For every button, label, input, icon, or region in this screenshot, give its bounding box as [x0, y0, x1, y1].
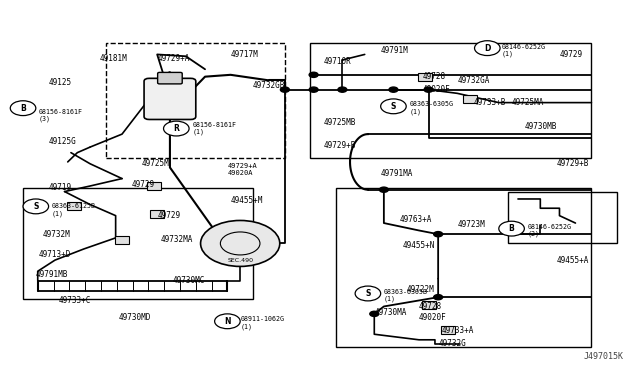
Circle shape	[355, 286, 381, 301]
Text: 49732MA: 49732MA	[161, 235, 193, 244]
Text: 49020F: 49020F	[422, 85, 450, 94]
Circle shape	[389, 87, 398, 92]
Circle shape	[474, 41, 500, 55]
Text: 08363-6305G
(1): 08363-6305G (1)	[410, 102, 453, 115]
Text: 49455+A: 49455+A	[556, 256, 589, 264]
Text: 49730MB: 49730MB	[524, 122, 557, 131]
Text: 49729+A: 49729+A	[157, 54, 189, 62]
Text: S: S	[391, 102, 396, 111]
Text: D: D	[484, 44, 490, 52]
Text: 08146-6252G
(1): 08146-6252G (1)	[502, 44, 546, 58]
Circle shape	[10, 101, 36, 116]
Text: 49729+B: 49729+B	[323, 141, 356, 150]
Text: 49763+A: 49763+A	[400, 215, 432, 224]
Circle shape	[309, 87, 318, 92]
Text: 49125: 49125	[49, 78, 72, 87]
Text: S: S	[33, 202, 38, 211]
Text: 49791M: 49791M	[381, 46, 408, 55]
Text: S: S	[365, 289, 371, 298]
Bar	[147, 182, 161, 190]
Text: 49730MA: 49730MA	[374, 308, 406, 317]
Text: J497015K: J497015K	[583, 352, 623, 361]
Circle shape	[434, 295, 443, 300]
Text: 49728: 49728	[422, 72, 445, 81]
Text: 49710R: 49710R	[323, 57, 351, 66]
FancyBboxPatch shape	[144, 78, 196, 119]
Circle shape	[380, 187, 388, 192]
Circle shape	[214, 314, 240, 329]
Text: 49020F: 49020F	[419, 313, 447, 322]
Bar	[441, 326, 455, 334]
Text: 49733+B: 49733+B	[473, 98, 506, 107]
Bar	[115, 235, 129, 244]
Text: 49455+M: 49455+M	[230, 196, 263, 205]
Text: R: R	[173, 124, 179, 133]
Text: B: B	[509, 224, 515, 233]
Text: 49732M: 49732M	[42, 230, 70, 239]
Text: 49791MB: 49791MB	[36, 270, 68, 279]
Text: 49729: 49729	[559, 50, 582, 59]
Circle shape	[381, 99, 406, 114]
Circle shape	[23, 199, 49, 214]
Text: 49732GA: 49732GA	[458, 76, 490, 85]
Text: 49717M: 49717M	[230, 50, 259, 59]
Circle shape	[424, 87, 433, 92]
Text: 49730MC: 49730MC	[173, 276, 205, 285]
Text: 49181M: 49181M	[100, 54, 127, 62]
Text: 08156-8161F
(1): 08156-8161F (1)	[192, 122, 236, 135]
Text: 49732GB: 49732GB	[253, 81, 285, 90]
Text: 49730MD: 49730MD	[119, 313, 151, 322]
Text: 08156-8161F
(3): 08156-8161F (3)	[39, 109, 83, 122]
Text: 08146-6252G
(2): 08146-6252G (2)	[527, 224, 572, 237]
Bar	[67, 202, 81, 211]
Text: 49729+A
49020A: 49729+A 49020A	[227, 163, 257, 176]
Text: 49733+A: 49733+A	[442, 326, 474, 335]
Circle shape	[499, 221, 524, 236]
Text: SEC.490: SEC.490	[227, 258, 253, 263]
Bar	[150, 210, 164, 218]
Text: 08911-1062G
(1): 08911-1062G (1)	[240, 316, 284, 330]
Text: N: N	[224, 317, 230, 326]
Circle shape	[338, 87, 347, 92]
Text: 08363-6125B
(1): 08363-6125B (1)	[52, 203, 96, 217]
Text: 08363-6305B
(1): 08363-6305B (1)	[384, 289, 428, 302]
Text: 49455+N: 49455+N	[403, 241, 435, 250]
Circle shape	[200, 221, 280, 266]
Text: 49729: 49729	[157, 211, 180, 220]
Text: 49728: 49728	[419, 302, 442, 311]
Text: 49719: 49719	[49, 183, 72, 192]
Text: 49723M: 49723M	[458, 221, 485, 230]
Circle shape	[280, 87, 289, 92]
Text: 49725MA: 49725MA	[511, 98, 544, 107]
Text: 49733+C: 49733+C	[58, 296, 90, 305]
Circle shape	[164, 121, 189, 136]
Circle shape	[370, 311, 379, 317]
Text: 49722M: 49722M	[406, 285, 434, 294]
Text: 49725MB: 49725MB	[323, 119, 356, 128]
FancyBboxPatch shape	[157, 73, 182, 84]
Bar	[419, 73, 433, 81]
Text: 49791MA: 49791MA	[381, 169, 413, 177]
Text: B: B	[20, 104, 26, 113]
Bar	[422, 301, 436, 310]
Circle shape	[434, 232, 443, 237]
Text: 49713+D: 49713+D	[39, 250, 72, 259]
Circle shape	[309, 72, 318, 77]
Bar	[463, 95, 477, 103]
Text: 49729+B: 49729+B	[556, 159, 589, 168]
Text: 49725M: 49725M	[141, 159, 169, 168]
Text: 49729: 49729	[132, 180, 155, 189]
Text: 49732G: 49732G	[438, 339, 466, 348]
Text: 49125G: 49125G	[49, 137, 76, 146]
